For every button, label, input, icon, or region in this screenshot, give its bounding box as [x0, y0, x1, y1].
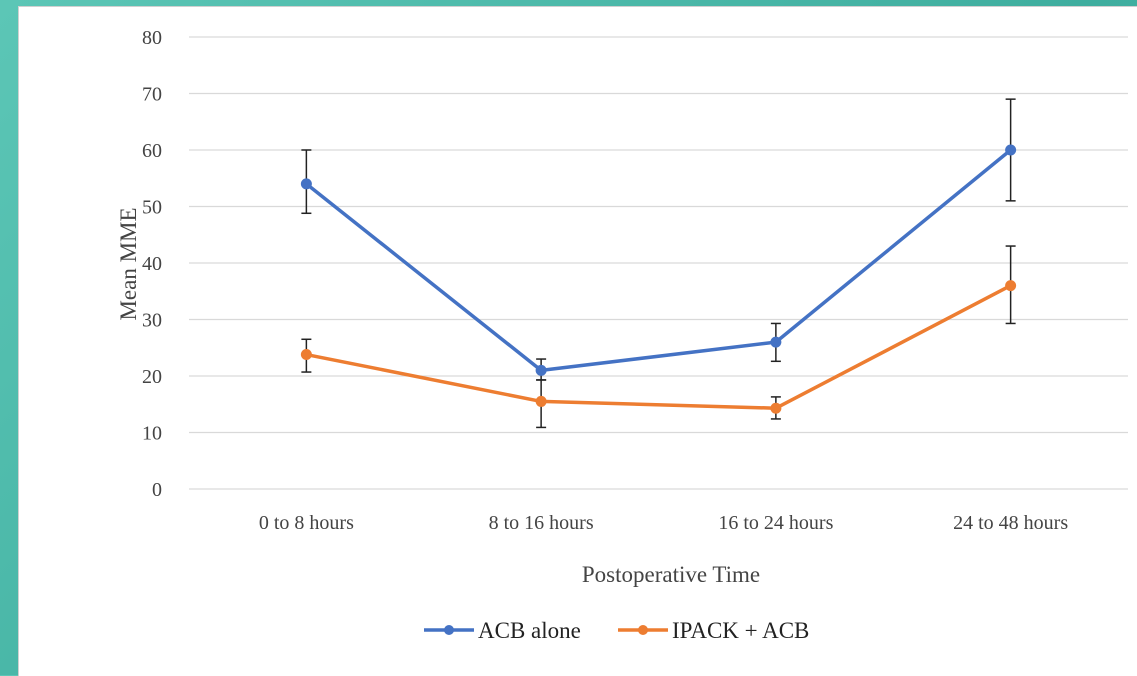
- data-point: [300, 349, 312, 361]
- data-point: [1005, 144, 1017, 156]
- legend-label: ACB alone: [478, 618, 581, 643]
- y-tick-label: 50: [142, 197, 162, 219]
- y-tick-label: 20: [142, 366, 162, 388]
- gridlines: [189, 36, 1128, 490]
- series-line: [305, 148, 1012, 373]
- y-axis-title: Mean MME: [116, 207, 141, 320]
- y-tick-label: 30: [142, 310, 162, 332]
- x-tick-label: 8 to 16 hours: [489, 512, 594, 534]
- legend: ACB alone IPACK + ACB: [424, 618, 809, 643]
- x-tick-label: 16 to 24 hours: [718, 512, 833, 534]
- x-axis-ticks: 0 to 8 hours 8 to 16 hours 16 to 24 hours 2…: [259, 512, 1068, 534]
- y-tick-label: 80: [142, 27, 162, 49]
- y-axis-ticks: 0 10 20 30 40 50 60 70 80: [142, 27, 162, 501]
- data-point: [770, 402, 782, 414]
- data-point: [300, 178, 312, 190]
- y-tick-label: 0: [152, 479, 162, 501]
- legend-label: IPACK + ACB: [672, 618, 809, 643]
- data-point: [535, 364, 547, 376]
- data-point: [535, 395, 547, 407]
- legend-swatch-marker: [638, 625, 648, 635]
- series-2: [300, 245, 1017, 429]
- y-tick-label: 40: [142, 253, 162, 275]
- line-chart: 0 10 20 30 40 50 60 70 80 0 to 8 hours 8 to 16 ho…: [116, 27, 1128, 643]
- data-point: [1005, 280, 1017, 292]
- legend-item: ACB alone: [424, 618, 581, 643]
- legend-swatch-marker: [444, 625, 454, 635]
- y-tick-label: 70: [142, 84, 162, 106]
- series-1: [300, 98, 1017, 381]
- y-tick-label: 10: [142, 423, 162, 445]
- legend-item: IPACK + ACB: [618, 618, 809, 643]
- data-point: [770, 336, 782, 348]
- y-tick-label: 60: [142, 140, 162, 162]
- series-line: [306, 284, 1012, 410]
- series-layer: [300, 98, 1017, 429]
- x-axis-title: Postoperative Time: [582, 562, 760, 587]
- chart-panel: 0 10 20 30 40 50 60 70 80 0 to 8 hours 8 to 16 ho…: [18, 6, 1137, 676]
- x-tick-label: 24 to 48 hours: [953, 512, 1068, 534]
- x-tick-label: 0 to 8 hours: [259, 512, 354, 534]
